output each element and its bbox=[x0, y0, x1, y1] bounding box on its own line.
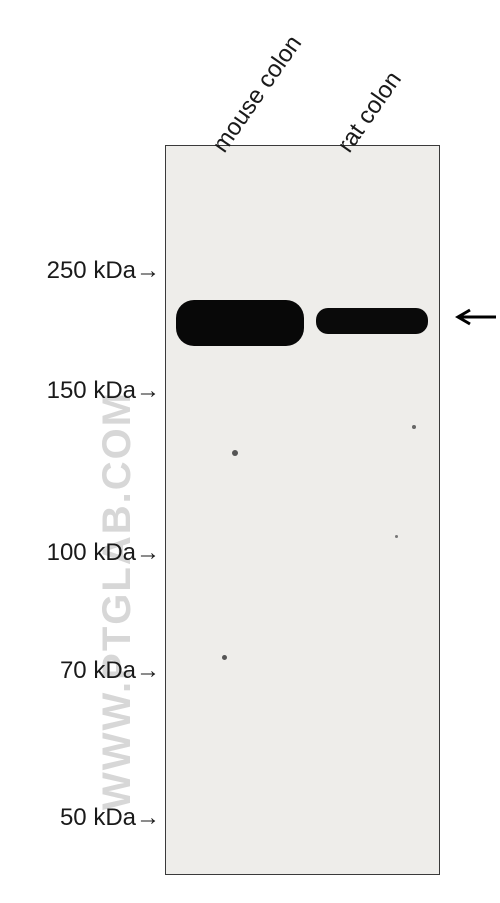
lane-label-0: mouse colon bbox=[207, 30, 308, 158]
mw-marker-label: 250 kDa→ bbox=[0, 257, 160, 285]
mw-marker-label: 70 kDa→ bbox=[0, 657, 160, 685]
artifact-speck bbox=[232, 450, 238, 456]
mw-marker-label: 50 kDa→ bbox=[0, 804, 160, 832]
mw-marker-label: 150 kDa→ bbox=[0, 377, 160, 405]
protein-band-1 bbox=[316, 308, 428, 334]
artifact-speck bbox=[222, 655, 227, 660]
target-arrow bbox=[448, 307, 498, 327]
blot-membrane bbox=[165, 145, 440, 875]
watermark-text: WWW.PTGLAB.COM bbox=[95, 210, 140, 810]
mw-marker-label: 100 kDa→ bbox=[0, 539, 160, 567]
artifact-speck bbox=[395, 535, 398, 538]
artifact-speck bbox=[412, 425, 416, 429]
figure-container: WWW.PTGLAB.COM mouse colonrat colon 250 … bbox=[0, 0, 500, 903]
protein-band-0 bbox=[176, 300, 304, 346]
